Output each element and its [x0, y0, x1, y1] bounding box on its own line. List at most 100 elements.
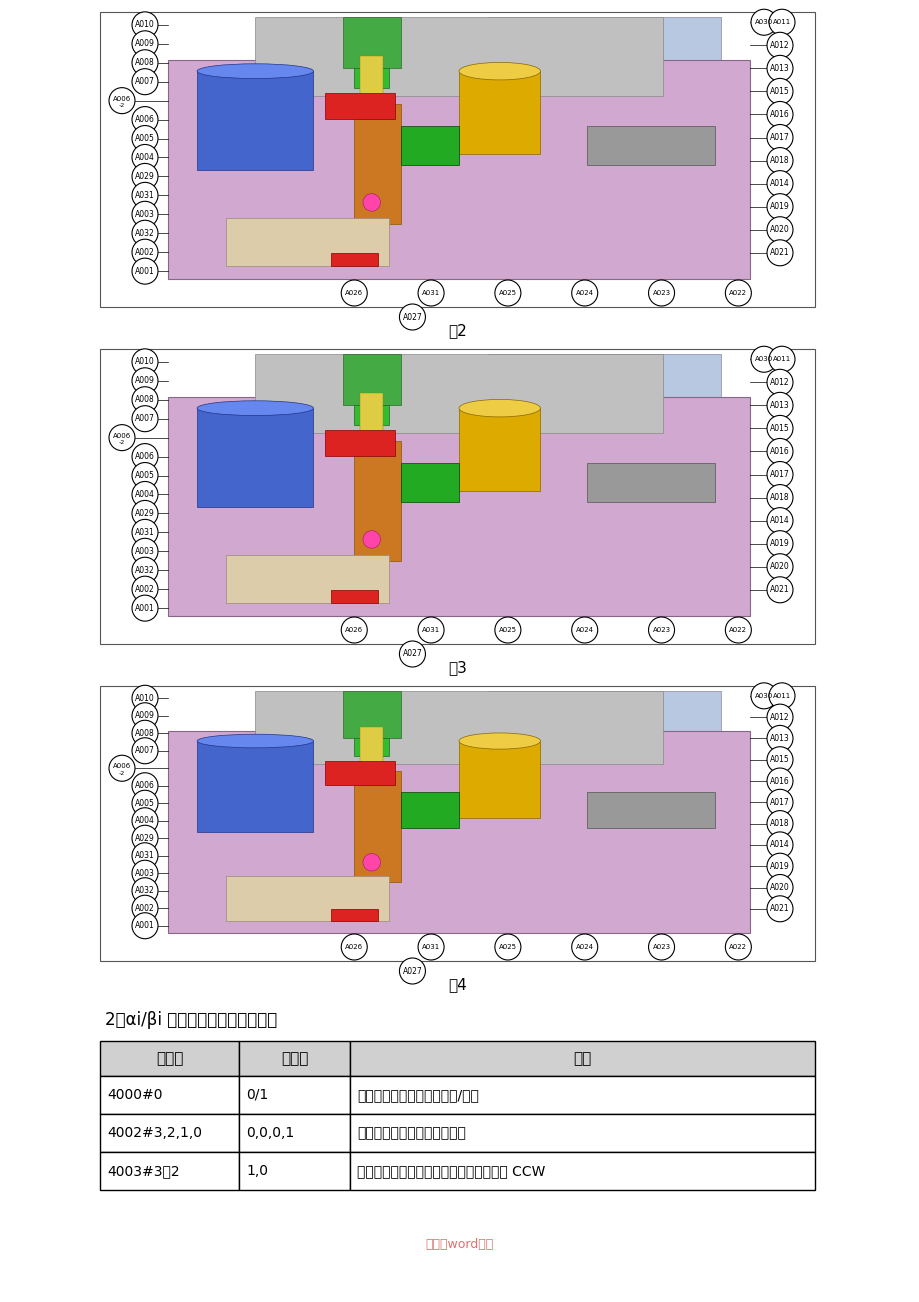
Text: A003: A003 — [135, 868, 154, 878]
Text: A007: A007 — [135, 414, 154, 423]
Text: A001: A001 — [135, 922, 154, 930]
Text: 0/1: 0/1 — [246, 1088, 268, 1101]
Circle shape — [131, 220, 158, 246]
Text: A031: A031 — [135, 527, 154, 536]
Text: A017: A017 — [769, 798, 789, 807]
Circle shape — [363, 854, 380, 871]
Bar — [100, 1115, 239, 1152]
Circle shape — [131, 913, 158, 939]
Circle shape — [648, 280, 674, 306]
Bar — [197, 741, 313, 832]
Bar — [226, 217, 389, 266]
Circle shape — [766, 171, 792, 197]
Text: A020: A020 — [769, 883, 789, 892]
Bar — [488, 17, 720, 107]
Text: 1,0: 1,0 — [246, 1164, 268, 1178]
Text: A001: A001 — [135, 604, 154, 613]
Bar — [168, 397, 749, 616]
Bar — [331, 590, 377, 603]
Circle shape — [766, 439, 792, 465]
Circle shape — [131, 482, 158, 508]
Circle shape — [766, 78, 792, 104]
Text: A010: A010 — [135, 694, 154, 703]
Circle shape — [341, 934, 367, 960]
Bar — [488, 354, 720, 444]
Circle shape — [750, 682, 777, 708]
Circle shape — [131, 703, 158, 729]
Bar — [226, 876, 389, 921]
Text: A031: A031 — [422, 628, 439, 633]
Text: A031: A031 — [135, 852, 154, 861]
Circle shape — [131, 49, 158, 76]
Text: A013: A013 — [769, 734, 789, 743]
Text: A027: A027 — [403, 312, 422, 322]
Text: A006: A006 — [113, 763, 131, 769]
Circle shape — [766, 240, 792, 266]
Text: A031: A031 — [135, 191, 154, 201]
Bar — [255, 354, 662, 432]
Bar — [401, 464, 459, 503]
Text: A009: A009 — [135, 376, 154, 385]
Circle shape — [766, 370, 792, 396]
Circle shape — [494, 934, 520, 960]
Bar — [350, 1152, 814, 1190]
Text: A004: A004 — [135, 152, 154, 161]
Text: A005: A005 — [135, 134, 154, 143]
Text: A009: A009 — [135, 711, 154, 720]
Circle shape — [131, 367, 158, 393]
Bar — [324, 762, 394, 785]
Circle shape — [766, 896, 792, 922]
Circle shape — [417, 280, 444, 306]
Bar — [100, 1152, 239, 1190]
Circle shape — [571, 617, 597, 643]
Circle shape — [571, 280, 597, 306]
Bar — [350, 1075, 814, 1115]
Bar — [586, 464, 714, 503]
Bar — [255, 691, 662, 763]
Circle shape — [131, 164, 158, 189]
Text: A012: A012 — [769, 40, 789, 49]
Circle shape — [131, 896, 158, 922]
Bar — [239, 1075, 350, 1115]
Ellipse shape — [459, 400, 539, 417]
Circle shape — [766, 56, 792, 81]
Circle shape — [766, 747, 792, 772]
Circle shape — [131, 387, 158, 413]
Circle shape — [131, 738, 158, 764]
Text: A019: A019 — [769, 862, 789, 871]
Bar — [100, 686, 814, 961]
Bar — [401, 792, 459, 828]
Bar — [342, 691, 401, 738]
Text: A027: A027 — [403, 966, 422, 975]
Text: A002: A002 — [135, 585, 154, 594]
Text: A032: A032 — [135, 887, 154, 896]
Text: A016: A016 — [769, 447, 789, 456]
Text: 4002#3,2,1,0: 4002#3,2,1,0 — [107, 1126, 202, 1141]
Text: 整理为word格式: 整理为word格式 — [425, 1238, 494, 1251]
Circle shape — [494, 617, 520, 643]
Circle shape — [766, 768, 792, 794]
Text: A002: A002 — [135, 247, 154, 256]
Text: A019: A019 — [769, 539, 789, 548]
Circle shape — [766, 577, 792, 603]
Text: A003: A003 — [135, 547, 154, 556]
Text: 4003#3，2: 4003#3，2 — [107, 1164, 179, 1178]
Text: A008: A008 — [135, 396, 154, 404]
Circle shape — [724, 280, 751, 306]
Text: A029: A029 — [135, 833, 154, 842]
Bar — [586, 792, 714, 828]
Bar — [324, 92, 394, 120]
Ellipse shape — [459, 62, 539, 79]
Bar — [239, 1042, 350, 1075]
Circle shape — [766, 875, 792, 901]
Text: A026: A026 — [345, 628, 363, 633]
Text: A020: A020 — [769, 562, 789, 572]
Bar — [354, 68, 389, 87]
Text: A026: A026 — [345, 290, 363, 296]
Circle shape — [766, 811, 792, 837]
Circle shape — [417, 934, 444, 960]
Text: A024: A024 — [575, 290, 593, 296]
Circle shape — [341, 617, 367, 643]
Text: A005: A005 — [135, 798, 154, 807]
Text: A023: A023 — [652, 628, 670, 633]
